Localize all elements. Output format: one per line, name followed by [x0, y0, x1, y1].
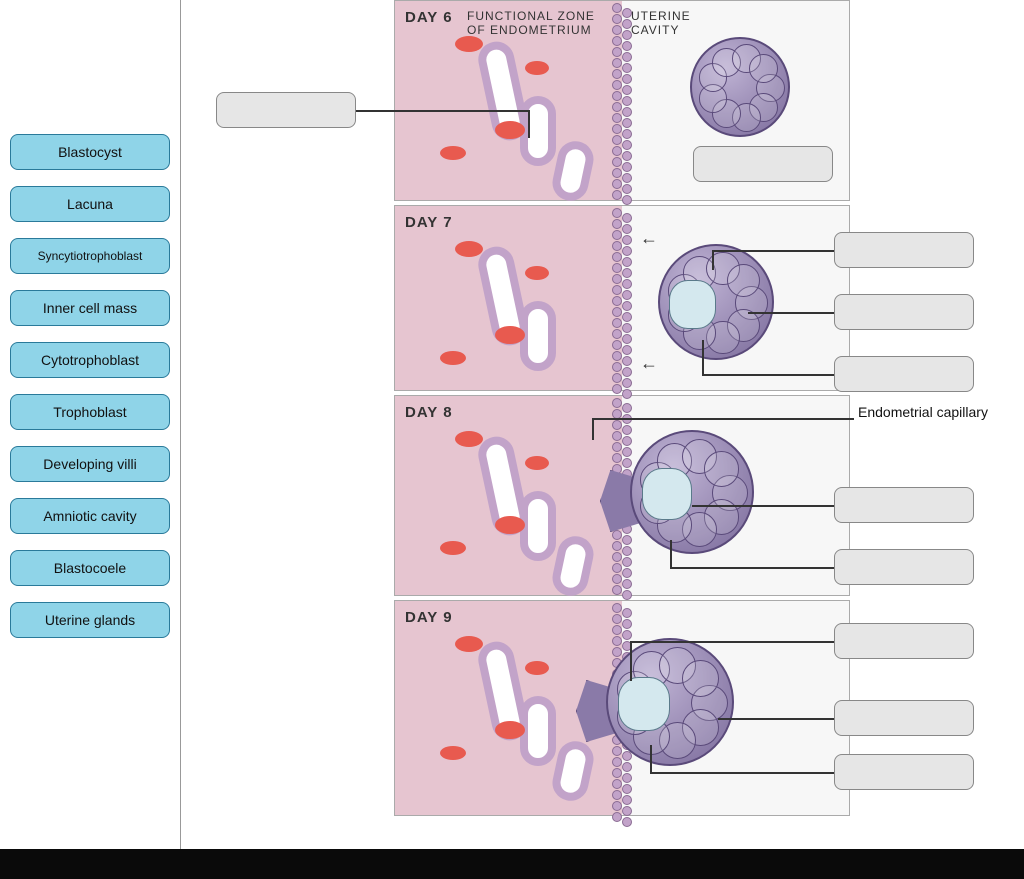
capillary [495, 326, 525, 344]
term-syncytiotrophoblast[interactable]: Syncytiotrophoblast [10, 238, 170, 274]
capillary [440, 746, 466, 760]
inner-cell-mass [642, 468, 692, 520]
uterine-gland [520, 301, 556, 371]
capillary [455, 431, 483, 447]
uterine-gland [520, 96, 556, 166]
term-blastocyst[interactable]: Blastocyst [10, 134, 170, 170]
term-blastocoele[interactable]: Blastocoele [10, 550, 170, 586]
leader-line [670, 567, 834, 569]
dz-day8-a[interactable] [834, 487, 974, 523]
dz-day9-a[interactable] [834, 623, 974, 659]
blastocyst-day8 [630, 430, 754, 554]
arrow-icon: ← [640, 228, 658, 249]
blastocyst-day6 [690, 37, 790, 137]
vertical-divider [180, 0, 181, 879]
capillary [455, 36, 483, 52]
leader-line [702, 374, 834, 376]
blastocyst-day7 [658, 244, 774, 360]
term-trophoblast[interactable]: Trophoblast [10, 394, 170, 430]
leader-line [592, 418, 854, 420]
capillary [455, 636, 483, 652]
leader-line [528, 110, 530, 138]
dz-day7-b[interactable] [834, 294, 974, 330]
term-amniotic-cavity[interactable]: Amniotic cavity [10, 498, 170, 534]
term-uterine-glands[interactable]: Uterine glands [10, 602, 170, 638]
inner-cell-mass [669, 280, 716, 329]
leader-line [630, 641, 834, 643]
day-label: DAY 9 [405, 609, 453, 626]
blastocyst-day9 [606, 638, 734, 766]
epithelium-wall [610, 206, 634, 390]
leader-line [650, 772, 834, 774]
dz-day7-c[interactable] [834, 356, 974, 392]
endometrial-capillary-label: Endometrial capillary [858, 404, 988, 420]
leader-line [630, 641, 632, 681]
leader-line [592, 418, 594, 440]
capillary [525, 661, 549, 675]
leader-line [702, 340, 704, 374]
dz-day6-blasto[interactable] [693, 146, 833, 182]
dz-day7-a[interactable] [834, 232, 974, 268]
uterine-gland [520, 696, 556, 766]
footer-bar [0, 849, 1024, 879]
term-cytotrophoblast[interactable]: Cytotrophoblast [10, 342, 170, 378]
capillary [495, 121, 525, 139]
dz-day6-left[interactable] [216, 92, 356, 128]
day-label: DAY 7 [405, 214, 453, 231]
uterine-gland [549, 533, 597, 599]
dz-day9-c[interactable] [834, 754, 974, 790]
capillary [495, 516, 525, 534]
leader-line [712, 250, 714, 270]
leader-line [692, 505, 834, 507]
capillary [525, 456, 549, 470]
day-label: DAY 8 [405, 404, 453, 421]
leader-line [356, 110, 528, 112]
panel-day7: DAY 7 [394, 205, 850, 391]
dz-day8-b[interactable] [834, 549, 974, 585]
inner-cell-mass [618, 677, 670, 731]
arrow-icon: ← [640, 353, 658, 374]
term-developing-villi[interactable]: Developing villi [10, 446, 170, 482]
capillary [525, 266, 549, 280]
leader-line [670, 540, 672, 567]
leader-line [650, 745, 652, 772]
uterine-gland [549, 138, 597, 204]
dz-day9-b[interactable] [834, 700, 974, 736]
capillary [440, 146, 466, 160]
leader-line [718, 718, 834, 720]
leader-line [748, 312, 834, 314]
leader-line [712, 250, 834, 252]
header-uterine-cavity: UTERINECAVITY [631, 9, 691, 37]
uterine-gland [549, 738, 597, 804]
header-functional-zone: FUNCTIONAL ZONEOF ENDOMETRIUM [467, 9, 595, 37]
term-inner-cell-mass[interactable]: Inner cell mass [10, 290, 170, 326]
day-label: DAY 6 [405, 9, 453, 26]
capillary [440, 351, 466, 365]
capillary [455, 241, 483, 257]
term-lacuna[interactable]: Lacuna [10, 186, 170, 222]
uterine-gland [520, 491, 556, 561]
capillary [495, 721, 525, 739]
capillary [440, 541, 466, 555]
capillary [525, 61, 549, 75]
